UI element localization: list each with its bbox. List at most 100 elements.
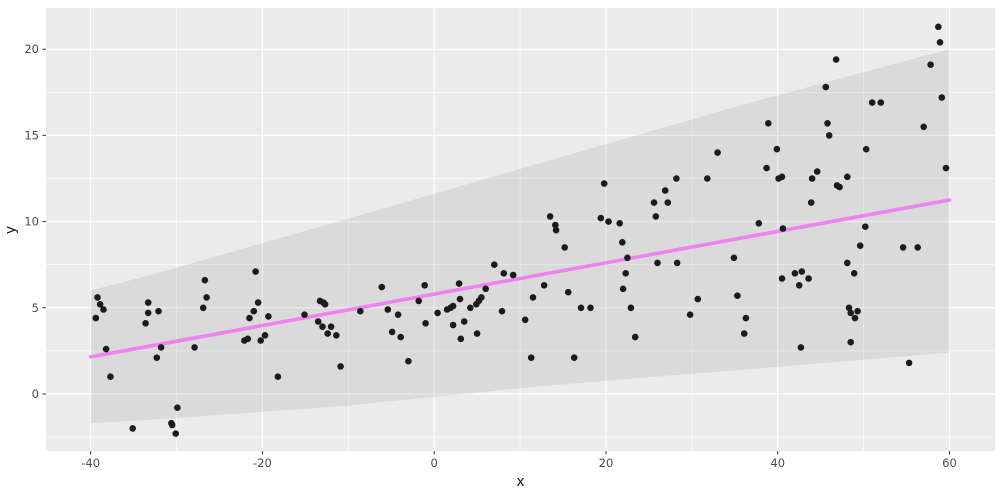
axis-tick-marks [42,48,950,455]
data-point [168,421,176,429]
data-point [252,268,259,275]
data-point [107,373,114,381]
data-point [805,275,812,282]
data-point [779,225,787,232]
data-point [321,301,329,308]
data-point [261,332,269,339]
svg-text:20: 20 [599,456,614,470]
trend-line [88,198,952,359]
data-point [246,314,253,322]
data-point [616,220,623,227]
data-point [96,301,104,308]
data-point [832,56,840,63]
data-point [795,282,803,289]
data-point [856,242,864,249]
data-point [822,83,830,91]
data-point [654,259,661,267]
data-point [394,311,402,319]
data-point [742,314,750,322]
data-point [862,145,870,153]
x-axis-title: x [516,474,525,490]
data-point [94,294,101,301]
data-point [422,320,429,327]
data-point [938,94,946,101]
data-point [265,313,272,320]
data-point [673,259,681,267]
data-point [664,199,672,206]
data-point [142,320,149,327]
data-point [144,309,152,317]
data-point [914,244,921,251]
svg-text:20: 20 [24,42,39,56]
data-point [927,61,934,68]
confidence-band [90,49,950,424]
data-point [850,270,858,277]
data-point [868,99,876,106]
data-point [421,282,429,289]
data-point [482,285,490,293]
data-point [714,149,721,156]
data-point [201,276,209,284]
data-point [100,306,107,313]
data-point [825,132,833,139]
data-point [415,297,423,305]
data-point [473,330,481,337]
data-point [622,270,629,277]
data-point [844,259,851,267]
data-point [740,330,748,337]
data-point [755,220,763,227]
data-point [378,283,386,291]
data-point [773,145,781,153]
panel-background [46,8,995,451]
data-point [319,323,326,331]
data-point [478,294,485,301]
data-point [854,307,861,315]
data-point [570,354,578,362]
data-point [686,311,694,319]
data-point [327,323,335,331]
data-point [730,254,738,262]
svg-text:60: 60 [942,456,957,470]
svg-text:0: 0 [32,387,39,401]
data-point [301,311,308,319]
data-point [324,330,332,337]
data-point [619,239,626,246]
data-point [157,344,165,351]
svg-text:-20: -20 [253,456,272,470]
data-point [456,295,464,303]
data-point [552,226,560,234]
data-point [673,175,680,182]
data-point [257,337,265,344]
data-point [851,314,859,322]
data-point [920,123,927,131]
data-point [191,344,198,351]
data-point [845,304,853,312]
data-point [798,268,806,275]
data-point [527,354,535,362]
data-point [357,307,364,315]
data-point [936,39,944,46]
data-point [847,338,854,346]
svg-text:40: 40 [770,456,785,470]
data-point [244,335,252,343]
data-point [552,221,559,229]
data-point [624,254,631,262]
data-point [521,316,529,324]
data-point [577,304,585,312]
data-point [734,292,741,300]
data-point [704,175,711,182]
data-point [597,214,605,222]
data-point [942,164,950,172]
data-point [605,218,612,225]
data-point [397,333,405,341]
data-point [600,180,608,187]
data-point [172,430,179,437]
data-point [561,244,568,251]
data-point [153,354,161,362]
data-point [844,173,851,181]
data-point [652,213,660,220]
svg-text:0: 0 [431,456,438,470]
data-point [203,294,210,301]
